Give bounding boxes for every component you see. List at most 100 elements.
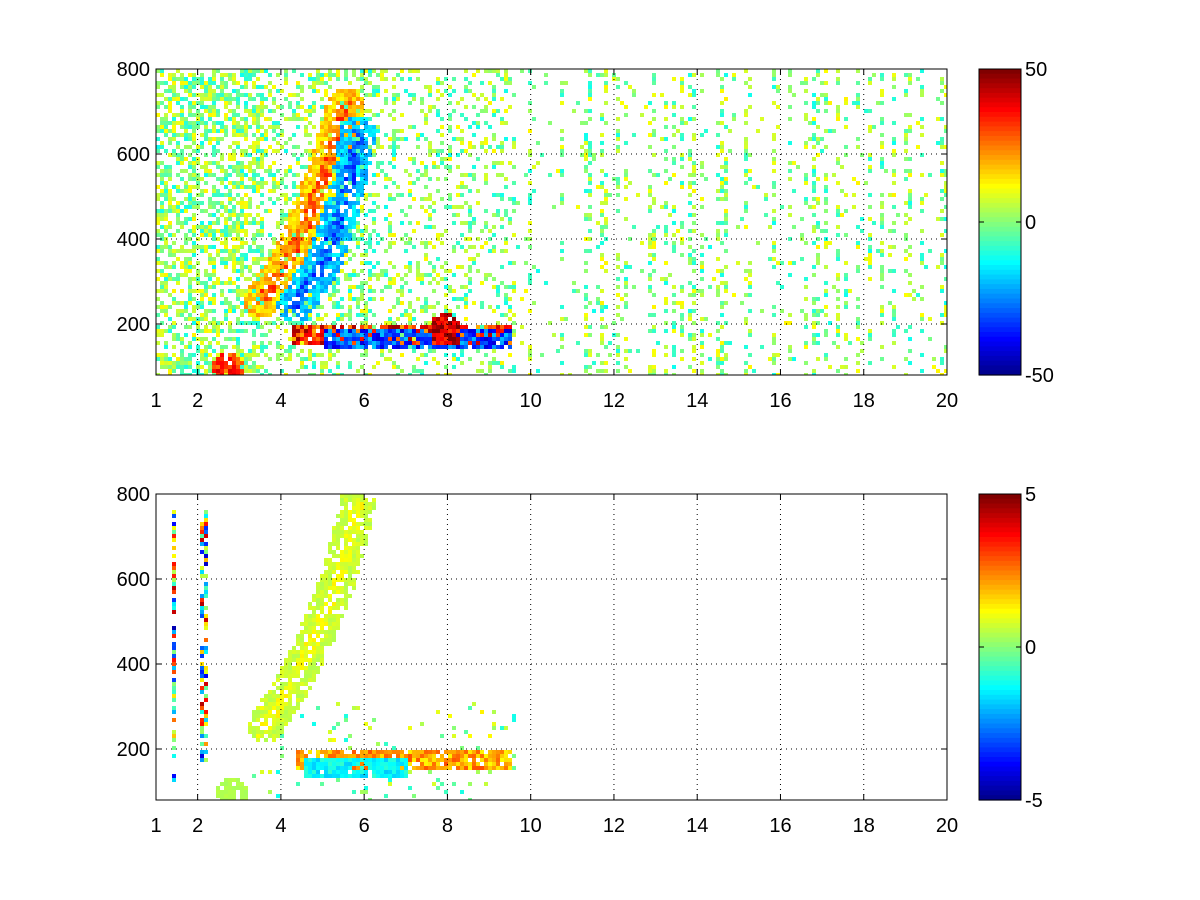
heatmap-cell xyxy=(232,73,236,77)
heatmap-cell xyxy=(332,341,336,345)
heatmap-cell xyxy=(264,297,268,301)
heatmap-cell xyxy=(204,273,208,277)
heatmap-cell xyxy=(400,353,404,357)
heatmap-cell xyxy=(392,77,396,81)
heatmap-cell xyxy=(336,305,340,309)
heatmap-cell xyxy=(460,345,464,349)
heatmap-cell xyxy=(488,69,492,73)
heatmap-cell xyxy=(228,101,232,105)
heatmap-cell xyxy=(424,241,428,245)
heatmap-cell xyxy=(480,361,484,365)
heatmap-cell xyxy=(724,265,728,269)
heatmap-cell xyxy=(688,333,692,337)
heatmap-cell xyxy=(672,285,676,289)
heatmap-cell xyxy=(340,177,344,181)
heatmap-cell xyxy=(512,281,516,285)
heatmap-cell xyxy=(400,129,404,133)
heatmap-cell xyxy=(264,722,268,726)
heatmap-cell xyxy=(276,289,280,293)
heatmap-cell xyxy=(700,333,704,337)
heatmap-cell xyxy=(936,117,940,121)
heatmap-cell xyxy=(760,117,764,121)
heatmap-cell xyxy=(652,173,656,177)
heatmap-cell xyxy=(200,193,204,197)
heatmap-cell xyxy=(300,105,304,109)
heatmap-cell xyxy=(316,249,320,253)
heatmap-cell xyxy=(560,305,564,309)
heatmap-cell xyxy=(336,137,340,141)
heatmap-cell xyxy=(232,89,236,93)
heatmap-cell xyxy=(448,321,452,325)
heatmap-cell xyxy=(332,373,336,375)
heatmap-cell xyxy=(312,153,316,157)
heatmap-cell xyxy=(680,253,684,257)
heatmap-cell xyxy=(496,145,500,149)
heatmap-cell xyxy=(332,353,336,357)
heatmap-cell xyxy=(220,369,224,373)
heatmap-cell xyxy=(588,205,592,209)
heatmap-cell xyxy=(440,325,444,329)
heatmap-cell xyxy=(868,277,872,281)
heatmap-cell xyxy=(276,734,280,738)
heatmap-cell xyxy=(248,201,252,205)
heatmap-cell xyxy=(856,225,860,229)
heatmap-cell xyxy=(716,121,720,125)
heatmap-cell xyxy=(908,81,912,85)
heatmap-cell xyxy=(428,89,432,93)
heatmap-cell xyxy=(288,241,292,245)
heatmap-cell xyxy=(280,293,284,297)
heatmap-cell xyxy=(300,261,304,265)
heatmap-cell xyxy=(384,77,388,81)
heatmap-cell xyxy=(816,201,820,205)
heatmap-cell xyxy=(376,113,380,117)
heatmap-cell xyxy=(436,257,440,261)
heatmap-cell xyxy=(468,269,472,273)
heatmap-cell xyxy=(244,81,248,85)
heatmap-cell xyxy=(376,129,380,133)
heatmap-cell xyxy=(344,177,348,181)
heatmap-cell xyxy=(336,365,340,369)
heatmap-cell xyxy=(388,341,392,345)
heatmap-cell xyxy=(352,253,356,257)
heatmap-cell xyxy=(604,261,608,265)
heatmap-cell xyxy=(304,305,308,309)
heatmap-cell xyxy=(296,173,300,177)
heatmap-cell xyxy=(724,353,728,357)
heatmap-cell xyxy=(792,93,796,97)
heatmap-cell xyxy=(168,105,172,109)
heatmap-cell xyxy=(224,229,228,233)
heatmap-cell xyxy=(460,329,464,333)
heatmap-cell xyxy=(720,349,724,353)
heatmap-cell xyxy=(812,181,816,185)
heatmap-cell xyxy=(156,357,160,361)
heatmap-cell xyxy=(412,345,416,349)
heatmap-cell xyxy=(348,161,352,165)
heatmap-cell xyxy=(296,193,300,197)
heatmap-cell xyxy=(200,722,204,726)
heatmap-cell xyxy=(388,225,392,229)
heatmap-cell xyxy=(484,141,488,145)
heatmap-cell xyxy=(480,369,484,373)
heatmap-cell xyxy=(616,369,620,373)
heatmap-cell xyxy=(600,333,604,337)
heatmap-cell xyxy=(748,105,752,109)
heatmap-cell xyxy=(400,369,404,373)
heatmap-cell xyxy=(236,201,240,205)
heatmap-cell xyxy=(344,145,348,149)
heatmap-cell xyxy=(420,305,424,309)
heatmap-cell xyxy=(312,149,316,153)
heatmap-cell xyxy=(160,233,164,237)
heatmap-cell xyxy=(184,85,188,89)
heatmap-cell xyxy=(204,594,208,598)
heatmap-cell xyxy=(428,177,432,181)
heatmap-cell xyxy=(372,85,376,89)
heatmap-cell xyxy=(588,189,592,193)
heatmap-cell xyxy=(316,161,320,165)
heatmap-cell xyxy=(308,185,312,189)
heatmap-cell xyxy=(360,309,364,313)
heatmap-cell xyxy=(484,345,488,349)
heatmap-cell xyxy=(508,341,512,345)
heatmap-cell xyxy=(308,181,312,185)
heatmap-cell xyxy=(364,249,368,253)
heatmap-cell xyxy=(324,169,328,173)
